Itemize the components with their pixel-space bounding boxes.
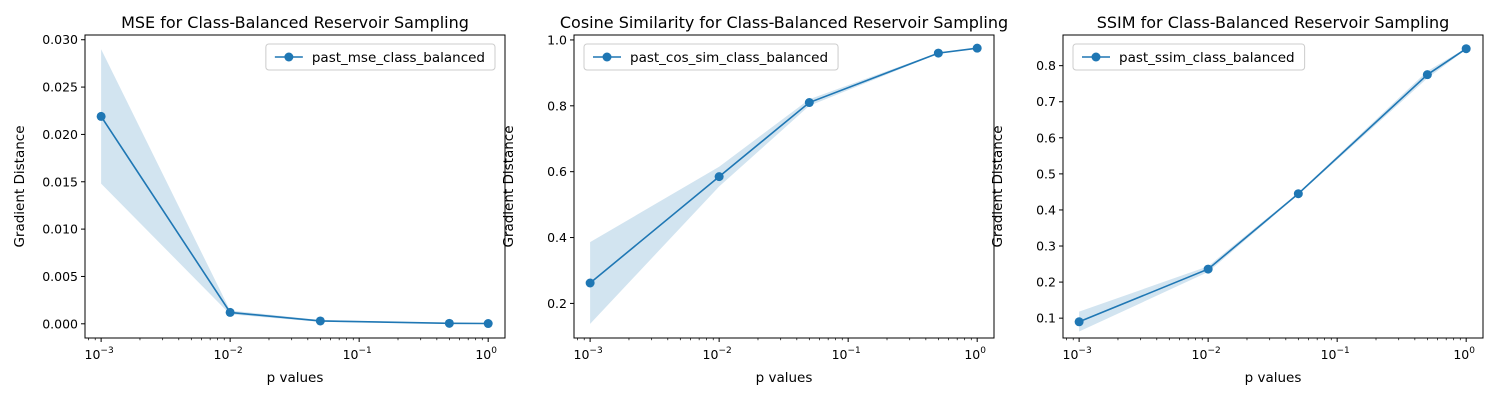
legend-marker	[602, 52, 612, 62]
data-point	[483, 319, 493, 329]
data-point	[1461, 44, 1471, 54]
y-tick-label: 0.8	[547, 98, 567, 113]
confidence-band	[590, 47, 978, 324]
y-tick-label: 0.7	[1036, 94, 1056, 109]
y-tick-label: 0.2	[1036, 275, 1056, 290]
legend-marker	[284, 52, 294, 62]
y-tick-label: 0.030	[42, 32, 78, 47]
x-tick-label: 10−3	[85, 346, 114, 362]
chart-panel-1: MSE for Class-Balanced Reservoir Samplin…	[12, 13, 506, 386]
x-axis-label: p values	[267, 370, 324, 386]
legend-label: past_mse_class_balanced	[312, 50, 485, 66]
axes-frame	[1062, 34, 1484, 339]
data-point	[96, 111, 106, 121]
legend-box	[1072, 43, 1306, 71]
data-point	[1293, 189, 1303, 199]
y-axis-label: Gradient Distance	[12, 125, 28, 247]
data-point	[444, 318, 454, 328]
x-tick-label: 100	[475, 346, 497, 362]
y-tick-label: 0.4	[1036, 202, 1056, 217]
y-tick-label: 0.015	[42, 174, 78, 189]
chart-title: Cosine Similarity for Class-Balanced Res…	[560, 13, 1008, 32]
confidence-band	[101, 49, 489, 324]
x-tick-label: 10−2	[1192, 346, 1221, 362]
y-tick-label: 1.0	[547, 32, 567, 47]
legend: past_ssim_class_balanced	[1072, 43, 1306, 71]
legend-box	[265, 43, 496, 71]
y-tick-label: 0.6	[1036, 130, 1056, 145]
y-tick-label: 0.020	[42, 127, 78, 142]
y-tick-label: 0.3	[1036, 239, 1056, 254]
y-tick-label: 0.5	[1036, 166, 1056, 181]
x-tick-label: 10−3	[1063, 346, 1092, 362]
x-tick-label: 100	[1453, 346, 1475, 362]
x-tick-label: 10−3	[574, 346, 603, 362]
axes-frame	[84, 34, 506, 339]
confidence-band	[1079, 47, 1467, 332]
y-tick-label: 0.005	[42, 269, 78, 284]
data-point	[1422, 70, 1432, 80]
x-tick-label: 10−1	[1321, 346, 1350, 362]
legend-marker	[1091, 52, 1101, 62]
legend-label: past_cos_sim_class_balanced	[630, 50, 828, 66]
axes-frame	[573, 34, 995, 339]
legend-box	[583, 43, 839, 71]
x-tick-label: 10−2	[214, 346, 243, 362]
data-point	[585, 278, 595, 288]
y-tick-label: 0.8	[1036, 58, 1056, 73]
x-tick-label: 100	[964, 346, 986, 362]
data-point	[714, 172, 724, 182]
x-tick-label: 10−2	[703, 346, 732, 362]
y-tick-label: 0.000	[42, 316, 78, 331]
data-point	[804, 98, 814, 108]
data-point	[933, 48, 943, 58]
y-axis-label: Gradient Distance	[990, 125, 1006, 247]
x-tick-label: 10−1	[343, 346, 372, 362]
data-point	[1203, 264, 1213, 274]
legend: past_mse_class_balanced	[265, 43, 496, 71]
y-tick-label: 0.1	[1036, 311, 1056, 326]
x-tick-label: 10−1	[832, 346, 861, 362]
chart-panel-2: Cosine Similarity for Class-Balanced Res…	[501, 13, 1008, 386]
y-tick-label: 0.025	[42, 80, 78, 95]
y-tick-label: 0.6	[547, 164, 567, 179]
chart-panel-3: SSIM for Class-Balanced Reservoir Sampli…	[990, 13, 1484, 386]
legend-label: past_ssim_class_balanced	[1119, 50, 1295, 66]
x-axis-label: p values	[756, 370, 813, 386]
x-axis-label: p values	[1245, 370, 1302, 386]
y-tick-label: 0.2	[547, 296, 567, 311]
chart-title: SSIM for Class-Balanced Reservoir Sampli…	[1097, 13, 1450, 32]
data-point	[1074, 317, 1084, 327]
legend: past_cos_sim_class_balanced	[583, 43, 839, 71]
y-axis-label: Gradient Distance	[501, 125, 517, 247]
y-tick-label: 0.4	[547, 230, 567, 245]
data-point	[225, 307, 235, 317]
chart-title: MSE for Class-Balanced Reservoir Samplin…	[121, 13, 469, 32]
data-point	[972, 43, 982, 53]
data-point	[315, 316, 325, 326]
y-tick-label: 0.010	[42, 222, 78, 237]
